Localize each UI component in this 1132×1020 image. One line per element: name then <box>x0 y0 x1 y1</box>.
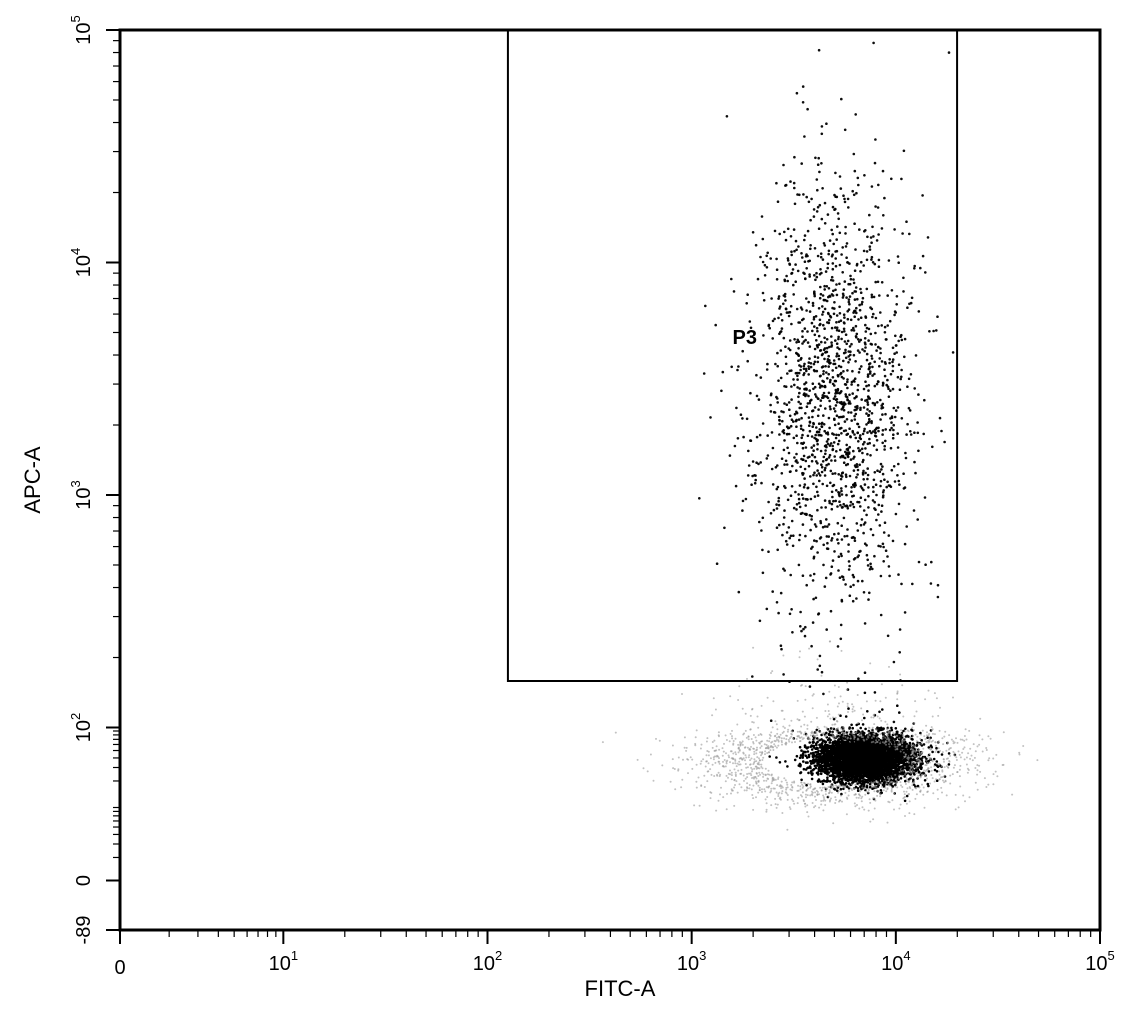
x-tick-label-1e2: 102 <box>473 948 502 975</box>
y-tick-label-1e4: 104 <box>68 248 95 277</box>
x-tick-label-1e3: 103 <box>677 948 706 975</box>
y-tick-label-neg: -89 <box>73 916 95 945</box>
x-tick-label-1e5: 105 <box>1085 948 1114 975</box>
y-tick-label-1e2: 102 <box>68 713 95 742</box>
x-tick-label-0: 0 <box>114 957 125 979</box>
scatter-points <box>602 42 1039 831</box>
x-tick-label-1e4: 104 <box>881 948 910 975</box>
y-tick-label-0: 0 <box>73 875 95 886</box>
gate-p3 <box>508 30 957 681</box>
y-axis-label: APC-A <box>20 446 45 514</box>
y-tick-label-1e3: 103 <box>68 480 95 509</box>
x-axis-label: FITC-A <box>585 976 656 1001</box>
x-axis-ticks: 0 101 102 103 104 105 <box>114 930 1114 979</box>
plot-border <box>120 30 1100 930</box>
y-tick-label-1e5: 105 <box>68 15 95 44</box>
x-tick-label-1e1: 101 <box>269 948 298 975</box>
y-axis-ticks: -89 0 102 103 104 105 <box>68 15 120 944</box>
scatter-plot-svg: 0 101 102 103 104 105 FITC-A -89 0 102 103 104 105 AP… <box>0 0 1132 1020</box>
gate-label: P3 <box>733 327 757 349</box>
flow-cytometry-scatter: 0 101 102 103 104 105 FITC-A -89 0 102 103 104 105 AP… <box>0 0 1132 1020</box>
